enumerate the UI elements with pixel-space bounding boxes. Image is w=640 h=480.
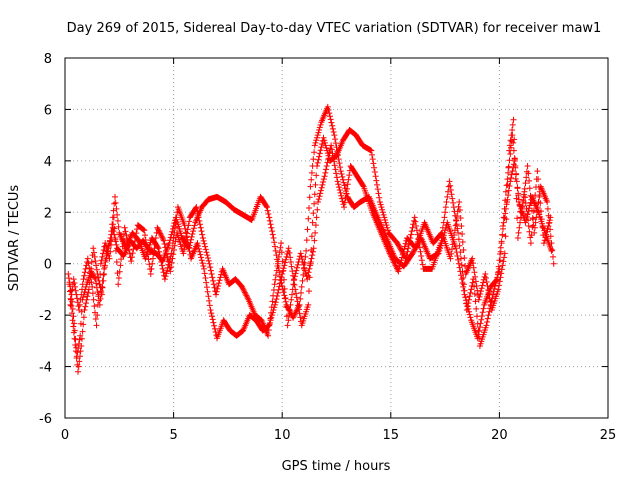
y-tick-label: -6	[39, 412, 52, 427]
x-tick-label: 25	[600, 428, 617, 443]
y-tick-label: 8	[44, 52, 52, 67]
x-axis-label: GPS time / hours	[282, 459, 391, 474]
grid	[65, 58, 608, 418]
y-tick-label: 6	[44, 103, 52, 118]
y-tick-label: 4	[44, 155, 52, 170]
y-tick-label: 2	[44, 206, 52, 221]
data-points	[65, 103, 557, 375]
x-tick-label: 15	[383, 428, 400, 443]
y-tick-label: -4	[39, 361, 52, 376]
sdtvar-points	[65, 103, 557, 375]
plot-frame	[64, 57, 609, 419]
y-tick-label: 0	[44, 258, 52, 273]
axis-ticks: 0 5 10 15 20 25 -6 -4 -2 0 2 4 6 8	[39, 52, 616, 443]
y-axis-label: SDTVAR / TECUs	[7, 185, 22, 292]
x-tick-label: 20	[491, 428, 508, 443]
y-tick-label: -2	[39, 309, 52, 324]
x-tick-label: 5	[169, 428, 177, 443]
x-tick-label: 10	[274, 428, 291, 443]
chart-title: Day 269 of 2015, Sidereal Day-to-day VTE…	[67, 21, 602, 36]
x-tick-label: 0	[61, 428, 69, 443]
